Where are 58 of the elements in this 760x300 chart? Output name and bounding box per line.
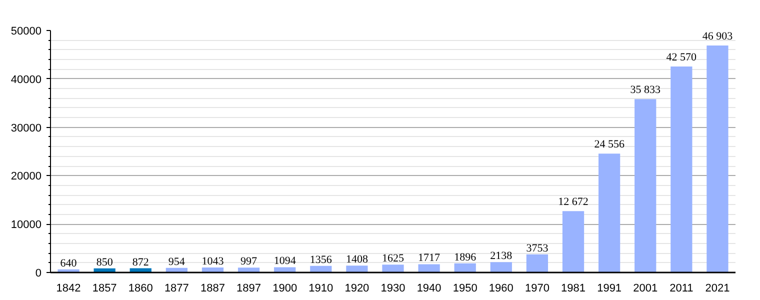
bar — [490, 262, 512, 272]
bar — [346, 266, 368, 272]
bar — [454, 263, 476, 272]
x-tick-label: 2001 — [633, 282, 658, 294]
bar — [598, 154, 620, 272]
data-label: 640 — [60, 257, 78, 270]
data-label: 3753 — [526, 242, 549, 254]
x-tick-label: 1970 — [524, 282, 550, 294]
x-tick-label: 1860 — [128, 282, 153, 294]
x-tick-label: 1960 — [488, 282, 514, 294]
data-label: 2138 — [490, 250, 513, 262]
y-tick-label: 30000 — [10, 122, 42, 134]
x-tick-label: 1950 — [452, 282, 478, 294]
bar — [418, 264, 440, 272]
y-tick-label: 50000 — [10, 26, 42, 38]
data-label: 35 833 — [630, 84, 661, 96]
data-label: 997 — [240, 256, 258, 268]
y-tick-label: 40000 — [10, 74, 42, 86]
data-label: 872 — [132, 256, 149, 268]
bar — [526, 254, 548, 272]
x-tick-label: 1930 — [380, 282, 406, 294]
x-tick-label: 1887 — [200, 282, 225, 294]
x-tick-label: 1991 — [597, 282, 622, 294]
data-label: 850 — [96, 256, 114, 268]
x-tick-label: 1981 — [561, 282, 586, 294]
y-tick-label: 10000 — [10, 219, 42, 232]
bar — [706, 45, 728, 272]
data-label: 1717 — [418, 252, 441, 264]
x-tick-label: 2011 — [670, 282, 694, 294]
data-label: 1625 — [382, 252, 404, 265]
x-tick-label: 2021 — [705, 282, 730, 294]
y-tick-label: 0 — [35, 268, 42, 280]
data-label: 1408 — [346, 254, 368, 266]
bar — [274, 267, 296, 272]
bar — [382, 264, 404, 272]
bar — [238, 268, 260, 272]
x-tick-label: 1920 — [344, 282, 370, 294]
y-tick-label: 20000 — [10, 170, 42, 183]
bar — [562, 211, 584, 272]
data-label: 1896 — [454, 251, 477, 264]
data-label: 1043 — [202, 255, 224, 268]
x-tick-label: 1857 — [92, 282, 117, 294]
x-tick-label: 1900 — [272, 282, 298, 294]
x-tick-label: 1842 — [56, 282, 81, 294]
data-label: 1094 — [274, 255, 296, 268]
x-tick-label: 1877 — [164, 282, 189, 294]
bar — [670, 66, 692, 272]
data-label: 12 672 — [558, 196, 588, 208]
bar — [310, 266, 332, 272]
x-tick-label: 1897 — [236, 282, 262, 294]
x-tick-label: 1940 — [416, 282, 442, 294]
data-label: 42 570 — [666, 51, 698, 64]
data-label: 24 556 — [594, 138, 625, 151]
bar — [634, 99, 656, 272]
data-label: 1356 — [310, 254, 332, 266]
x-tick-label: 1910 — [308, 282, 334, 294]
data-label: 954 — [168, 256, 186, 268]
data-label: 46 903 — [702, 30, 734, 42]
